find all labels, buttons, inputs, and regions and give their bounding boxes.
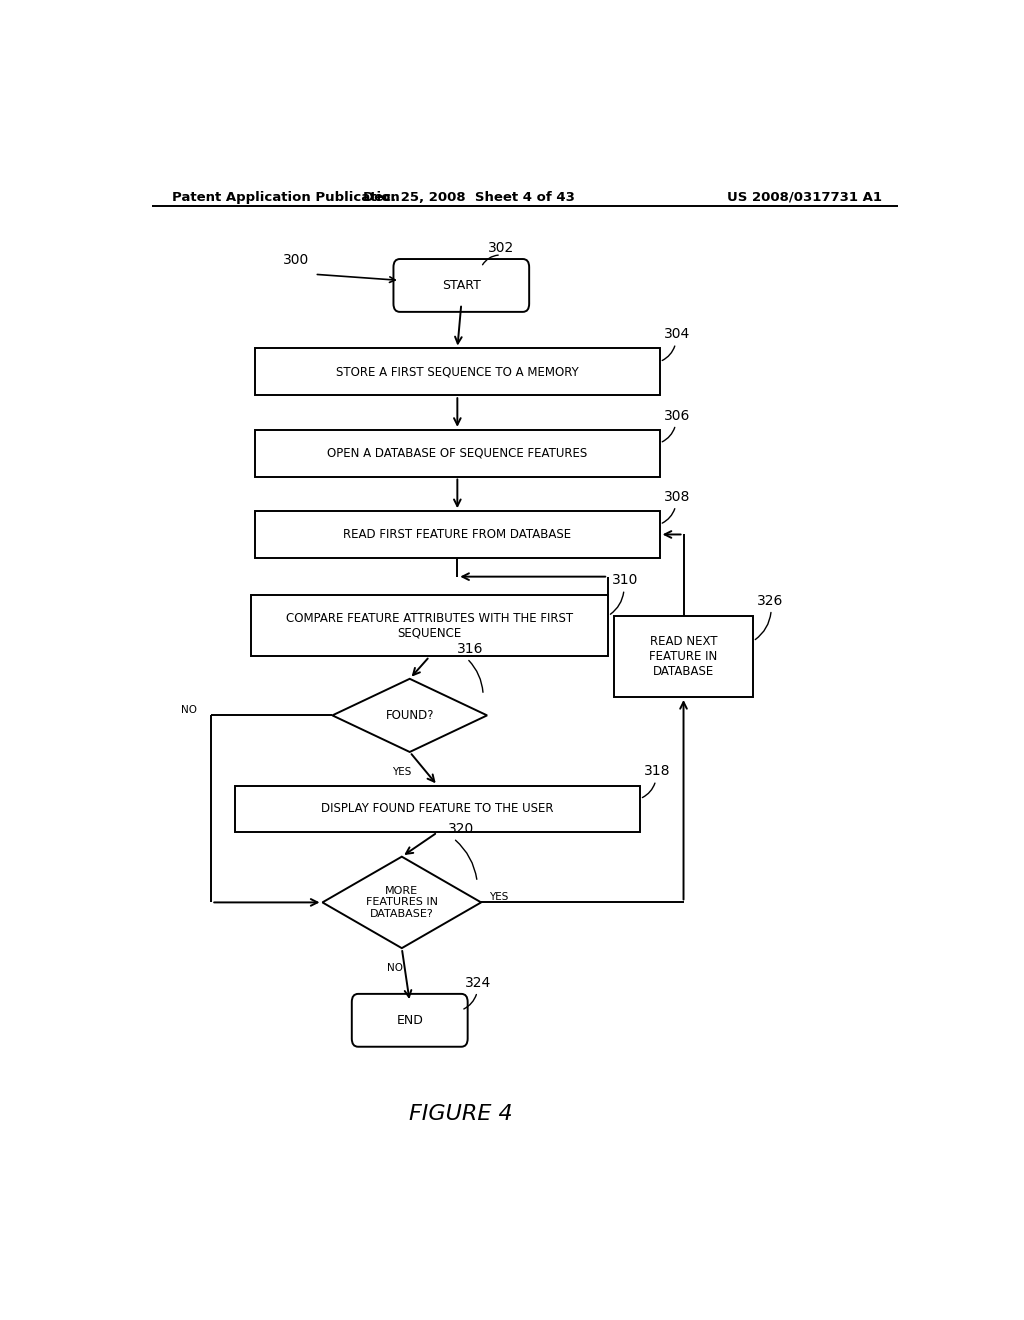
Text: 316: 316 [458,643,484,656]
FancyBboxPatch shape [352,994,468,1047]
Text: FOUND?: FOUND? [385,709,434,722]
Text: NO: NO [181,705,197,715]
Text: 326: 326 [757,594,783,607]
FancyBboxPatch shape [251,595,608,656]
Text: 310: 310 [612,573,639,587]
Text: MORE
FEATURES IN
DATABASE?: MORE FEATURES IN DATABASE? [366,886,438,919]
FancyBboxPatch shape [614,615,753,697]
Text: READ NEXT
FEATURE IN
DATABASE: READ NEXT FEATURE IN DATABASE [649,635,718,678]
Text: FIGURE 4: FIGURE 4 [410,1104,513,1123]
Text: READ FIRST FEATURE FROM DATABASE: READ FIRST FEATURE FROM DATABASE [343,528,571,541]
Text: 306: 306 [664,409,690,422]
Text: 300: 300 [283,253,309,267]
Text: END: END [396,1014,423,1027]
Polygon shape [333,678,487,752]
Text: YES: YES [489,892,509,903]
Text: 308: 308 [664,490,690,504]
Text: 324: 324 [465,975,492,990]
FancyBboxPatch shape [236,785,640,833]
FancyBboxPatch shape [255,348,659,395]
Text: US 2008/0317731 A1: US 2008/0317731 A1 [727,190,882,203]
Text: Dec. 25, 2008  Sheet 4 of 43: Dec. 25, 2008 Sheet 4 of 43 [364,190,575,203]
FancyBboxPatch shape [393,259,529,312]
Text: 318: 318 [644,764,671,779]
FancyBboxPatch shape [255,430,659,477]
Text: 304: 304 [664,327,690,342]
Text: DISPLAY FOUND FEATURE TO THE USER: DISPLAY FOUND FEATURE TO THE USER [322,803,554,816]
Text: NO: NO [387,964,403,973]
Text: 302: 302 [487,242,514,255]
Text: START: START [442,279,480,292]
Text: OPEN A DATABASE OF SEQUENCE FEATURES: OPEN A DATABASE OF SEQUENCE FEATURES [328,446,588,459]
Polygon shape [323,857,481,948]
FancyBboxPatch shape [255,511,659,558]
Text: YES: YES [392,767,412,777]
Text: COMPARE FEATURE ATTRIBUTES WITH THE FIRST
SEQUENCE: COMPARE FEATURE ATTRIBUTES WITH THE FIRS… [286,612,573,640]
Text: STORE A FIRST SEQUENCE TO A MEMORY: STORE A FIRST SEQUENCE TO A MEMORY [336,366,579,379]
Text: Patent Application Publication: Patent Application Publication [172,190,399,203]
Text: 320: 320 [447,822,474,837]
